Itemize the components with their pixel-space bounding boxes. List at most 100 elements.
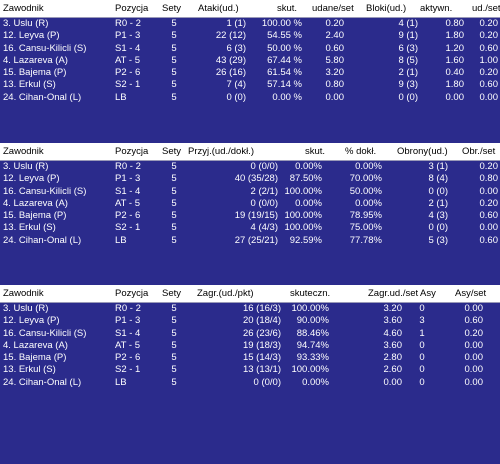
table-cell: 5 (3) bbox=[428, 234, 448, 246]
table-cell: 1.60 bbox=[445, 54, 465, 66]
table-row[interactable]: 24. Cihan-Onal (L) LB 5 27 (25/21) 92.59% 77.… bbox=[0, 235, 500, 247]
table-cell: 3. Uslu (R) bbox=[3, 161, 49, 172]
table-cell: 78.95% bbox=[349, 210, 382, 222]
table-cell: 3 (1) bbox=[428, 161, 448, 172]
table-row[interactable]: 12. Leyva (P) P1 - 3 5 40 (35/28) 87.50% 70.0… bbox=[0, 173, 500, 185]
table-cell: AT - 5 bbox=[115, 54, 140, 66]
table-cell: 5 bbox=[171, 197, 177, 209]
table-cell: 2 (1) bbox=[428, 197, 448, 209]
table-row[interactable]: 12. Leyva (P) P1 - 3 5 20 (18/4) 90.00% 3.60 3… bbox=[0, 315, 500, 327]
table-row[interactable]: 4. Lazareva (A) AT - 5 5 43 (29) 67.44 % 5.80… bbox=[0, 55, 500, 67]
column-header[interactable]: Obr./set bbox=[462, 146, 496, 157]
stats-table-3: Zawodnik Pozycja Sety Zagr.(ud./pkt) skutecz… bbox=[0, 285, 500, 389]
table-cell: 75.00% bbox=[349, 222, 382, 234]
table-cell: S1 - 4 bbox=[115, 42, 141, 54]
table-cell: 0.00 bbox=[464, 339, 484, 351]
table-cell: 100.00% bbox=[284, 185, 322, 197]
column-header[interactable]: Sety bbox=[162, 146, 182, 157]
column-header[interactable]: Pozycja bbox=[115, 146, 149, 157]
column-header[interactable]: skut. bbox=[304, 146, 325, 157]
column-header[interactable]: Zawodnik bbox=[3, 146, 44, 157]
column-header[interactable]: ud./set bbox=[472, 3, 500, 14]
column-header[interactable]: Przyj.(ud./dokł.) bbox=[188, 146, 254, 157]
table-cell: 16. Cansu-Kilicli (S) bbox=[3, 327, 87, 339]
column-header[interactable]: udane/set bbox=[312, 3, 354, 14]
table-row[interactable]: 13. Erkul (S) S2 - 1 5 4 (4/3) 100.00% 75.00%… bbox=[0, 222, 500, 234]
column-header[interactable]: Sety bbox=[162, 288, 182, 299]
table-cell: 9 (3) bbox=[398, 79, 418, 91]
table-cell: 0.20 bbox=[479, 30, 499, 42]
table-cell: LB bbox=[115, 234, 127, 246]
table-cell: 15. Bajema (P) bbox=[3, 210, 67, 222]
table-row[interactable]: 24. Cihan-Onal (L) LB 5 0 (0) 0.00 % 0.00 0 (0… bbox=[0, 92, 500, 104]
column-header[interactable]: Obrony(ud.) bbox=[397, 146, 448, 157]
column-header[interactable]: Zawodnik bbox=[3, 3, 44, 14]
table-cell: 24. Cihan-Onal (L) bbox=[3, 234, 82, 246]
table-cell: 13. Erkul (S) bbox=[3, 79, 56, 91]
stats-table-1: Zawodnik Pozycja Sety Ataki(ud.) skut. udane/… bbox=[0, 0, 500, 104]
table-cell: 1.80 bbox=[445, 79, 465, 91]
table-cell: 0 (0) bbox=[226, 91, 246, 103]
table-cell: 0.60 bbox=[464, 315, 484, 327]
table-cell: 0.00% bbox=[355, 197, 382, 209]
table-cell: 3. Uslu (R) bbox=[3, 303, 49, 314]
column-header[interactable]: skut. bbox=[276, 3, 297, 14]
table-row[interactable]: 4. Lazareva (A) AT - 5 5 19 (18/3) 94.74% 3.6… bbox=[0, 340, 500, 352]
table-row[interactable]: 15. Bajema (P) P2 - 6 5 19 (19/15) 100.00% 78… bbox=[0, 210, 500, 222]
table-cell: 4. Lazareva (A) bbox=[3, 339, 68, 351]
table-cell: 5 bbox=[171, 315, 177, 327]
column-header[interactable]: Pozycja bbox=[115, 288, 149, 299]
table-cell: 0.00 bbox=[464, 303, 484, 314]
table-cell: 0 (0) bbox=[428, 222, 448, 234]
column-header[interactable]: Bloki(ud.) bbox=[366, 3, 407, 14]
table-row[interactable]: 3. Uslu (R) R0 - 2 5 16 (16/3) 100.00% 3.20 0 0… bbox=[0, 303, 500, 315]
table-row[interactable]: 15. Bajema (P) P2 - 6 5 26 (16) 61.54 % 3.20 2… bbox=[0, 67, 500, 79]
column-header[interactable]: Asy bbox=[420, 288, 436, 299]
table-row[interactable]: 16. Cansu-Kilicli (S) S1 - 4 5 2 (2/1) 100.0… bbox=[0, 186, 500, 198]
column-header[interactable]: skuteczn. bbox=[290, 288, 331, 299]
table-cell: 5 bbox=[171, 173, 177, 185]
table-row[interactable]: 24. Cihan-Onal (L) LB 5 0 (0/0) 0.00% 0.00 0 0.… bbox=[0, 377, 500, 389]
table-cell: 0.60 bbox=[479, 79, 499, 91]
table-row[interactable]: 16. Cansu-Kilicli (S) S1 - 4 5 26 (23/6) 88.… bbox=[0, 328, 500, 340]
table-row[interactable]: 3. Uslu (R) R0 - 2 5 0 (0/0) 0.00% 0.00% 3 (1)… bbox=[0, 161, 500, 173]
table-cell: R0 - 2 bbox=[115, 303, 141, 314]
table-row[interactable]: 16. Cansu-Kilicli (S) S1 - 4 5 6 (3) 50.00 %… bbox=[0, 43, 500, 55]
column-header[interactable]: Sety bbox=[162, 3, 182, 14]
column-header[interactable]: aktywn. bbox=[420, 3, 453, 14]
table-row[interactable]: 15. Bajema (P) P2 - 6 5 15 (14/3) 93.33% 2.80… bbox=[0, 352, 500, 364]
table-cell: 100.00 % bbox=[261, 18, 302, 29]
table-cell: 0.80 bbox=[325, 79, 345, 91]
table-row[interactable]: 3. Uslu (R) R0 - 2 5 1 (1) 100.00 % 0.20 4 (1)… bbox=[0, 18, 500, 30]
table-cell: R0 - 2 bbox=[115, 18, 141, 29]
table-row[interactable]: 13. Erkul (S) S2 - 1 5 13 (13/1) 100.00% 2.60… bbox=[0, 364, 500, 376]
table-cell: 0.80 bbox=[445, 18, 465, 29]
table-cell: 5 bbox=[171, 18, 177, 29]
table-cell: 3.60 bbox=[383, 339, 403, 351]
table-cell: 0 (0/0) bbox=[250, 161, 278, 172]
table-cell: 0.00% bbox=[295, 197, 322, 209]
column-header[interactable]: Ataki(ud.) bbox=[198, 3, 239, 14]
table-cell: 5 bbox=[171, 303, 177, 314]
column-header[interactable]: Zagr.(ud./pkt) bbox=[197, 288, 254, 299]
column-header[interactable]: Zagr.ud./set bbox=[368, 288, 419, 299]
column-header[interactable]: Zawodnik bbox=[3, 288, 44, 299]
table-cell: 0.00 bbox=[464, 376, 484, 388]
table-cell: P1 - 3 bbox=[115, 315, 141, 327]
table-row[interactable]: 4. Lazareva (A) AT - 5 5 0 (0/0) 0.00% 0.00% 2… bbox=[0, 198, 500, 210]
table-cell: 0.60 bbox=[479, 234, 499, 246]
column-header[interactable]: % dokł. bbox=[345, 146, 377, 157]
table-row[interactable]: 13. Erkul (S) S2 - 1 5 7 (4) 57.14 % 0.80 9 (3… bbox=[0, 79, 500, 91]
stats-table-2: Zawodnik Pozycja Sety Przyj.(ud./dokł.) skut… bbox=[0, 143, 500, 247]
table-cell: S2 - 1 bbox=[115, 79, 141, 91]
table-cell: 54.55 % bbox=[267, 30, 302, 42]
table-cell: 50.00% bbox=[349, 185, 382, 197]
table-row[interactable]: 12. Leyva (P) P1 - 3 5 22 (12) 54.55 % 2.40 9 … bbox=[0, 30, 500, 42]
table-cell: 0.20 bbox=[479, 161, 499, 172]
table-cell: 8 (4) bbox=[428, 173, 448, 185]
column-header[interactable]: Asy/set bbox=[455, 288, 487, 299]
column-header[interactable]: Pozycja bbox=[115, 3, 149, 14]
table-cell: 3. Uslu (R) bbox=[3, 18, 49, 29]
table-cell: 0.00 bbox=[479, 222, 499, 234]
table-cell: 22 (12) bbox=[215, 30, 246, 42]
